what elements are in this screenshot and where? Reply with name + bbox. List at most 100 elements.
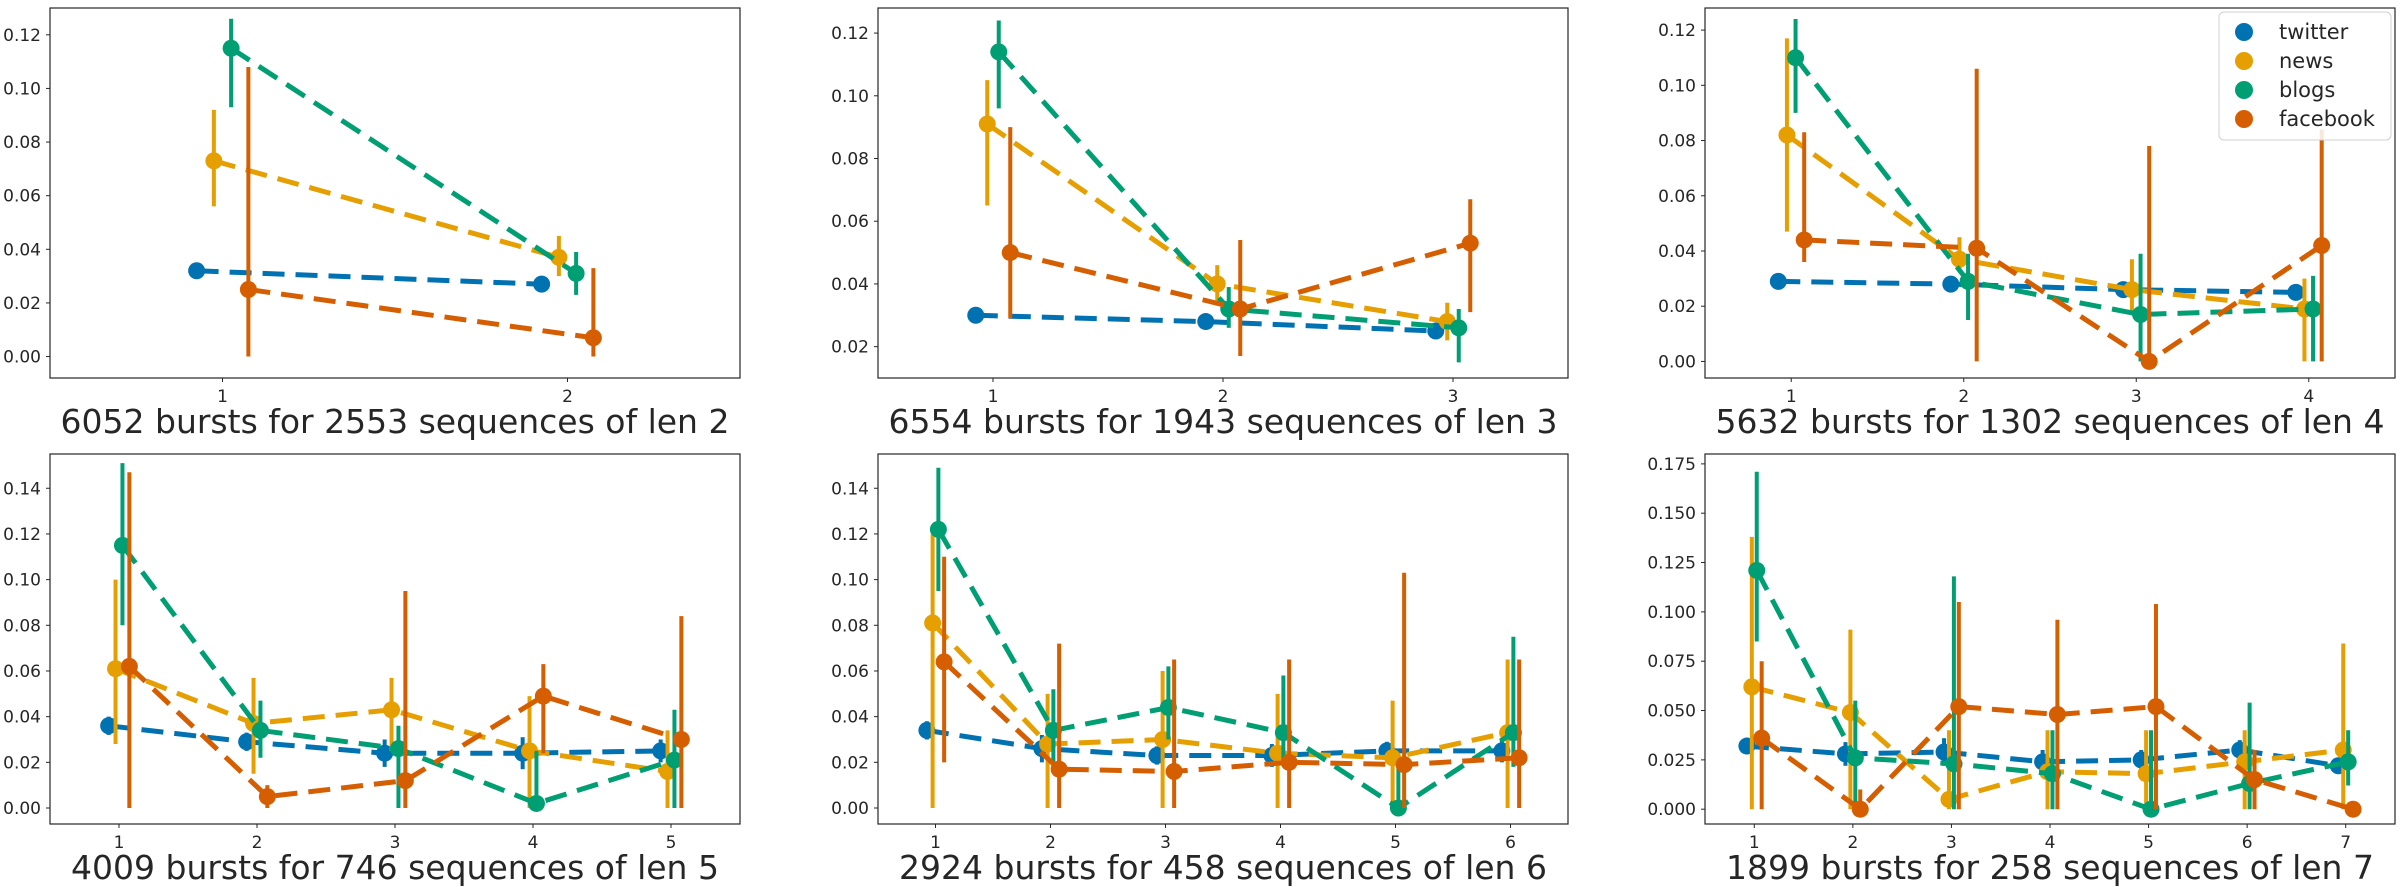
data-point <box>100 717 118 735</box>
x-tick-label: 5 <box>2143 833 2154 853</box>
data-point <box>1208 275 1226 293</box>
legend-box <box>2218 11 2392 141</box>
x-tick-label: 1 <box>1786 387 1797 407</box>
series-blogs <box>929 467 1522 817</box>
data-point <box>1280 753 1298 771</box>
y-tick-label: 0.150 <box>1647 504 1696 524</box>
y-tick-label: 0.10 <box>831 87 869 107</box>
series-line <box>213 158 560 260</box>
x-tick-label: 1 <box>930 833 941 853</box>
data-point <box>2147 698 2165 716</box>
x-tick-label: 2 <box>1958 387 1969 407</box>
data-point <box>2313 236 2331 254</box>
series-facebook <box>1753 602 2362 818</box>
x-tick-label: 2 <box>1847 833 1858 853</box>
y-tick-label: 0.100 <box>1647 603 1696 623</box>
data-point <box>1778 126 1796 144</box>
series-facebook <box>120 472 690 809</box>
series-news <box>205 109 568 277</box>
y-tick-label: 0.02 <box>3 753 41 773</box>
panel-title: 4009 bursts for 746 sequences of len 5 <box>71 848 719 887</box>
data-point <box>107 660 125 678</box>
y-tick-label: 0.02 <box>831 338 869 358</box>
y-tick-label: 0.04 <box>831 275 869 295</box>
x-tick-label: 3 <box>390 833 401 853</box>
data-point <box>1461 234 1479 252</box>
y-tick-label: 0.04 <box>3 240 41 260</box>
data-point <box>1787 49 1805 67</box>
data-point <box>533 275 551 293</box>
legend-marker-blogs <box>2235 81 2253 99</box>
y-tick-label: 0.00 <box>831 799 869 819</box>
series-blogs <box>113 463 683 812</box>
plot-area-1 <box>49 7 741 379</box>
data-point <box>222 39 240 57</box>
y-tick-label: 0.06 <box>831 662 869 682</box>
data-point <box>2287 283 2305 301</box>
x-tick-label: 1 <box>988 387 999 407</box>
x-tick-label: 4 <box>2303 387 2314 407</box>
series-blogs <box>222 18 585 295</box>
y-tick-label: 0.04 <box>1658 242 1696 262</box>
data-point <box>990 43 1008 61</box>
data-point <box>1197 313 1215 331</box>
data-point <box>1959 272 1977 290</box>
data-point <box>1231 300 1249 318</box>
data-point <box>1769 272 1787 290</box>
y-tick-label: 0.025 <box>1647 751 1696 771</box>
y-tick-label: 0.10 <box>831 571 869 591</box>
y-tick-label: 0.02 <box>831 753 869 773</box>
data-point <box>1395 756 1413 774</box>
data-point <box>1743 678 1761 696</box>
data-point <box>2344 800 2362 818</box>
panel-title: 1899 bursts for 258 sequences of len 7 <box>1726 848 2374 887</box>
y-tick-label: 0.04 <box>3 708 41 728</box>
series-line <box>127 664 683 800</box>
y-tick-label: 0.10 <box>1658 76 1696 96</box>
x-tick-label: 4 <box>1275 833 1286 853</box>
legend-label-news: news <box>2279 49 2333 73</box>
y-tick-label: 0.06 <box>3 187 41 207</box>
series-line <box>229 46 578 276</box>
y-tick-label: 0.00 <box>3 799 41 819</box>
y-tick-label: 0.12 <box>831 24 869 44</box>
y-tick-label: 0.14 <box>831 479 869 499</box>
x-tick-label: 4 <box>528 833 539 853</box>
data-point <box>967 306 985 324</box>
y-tick-label: 0.06 <box>1658 187 1696 207</box>
y-tick-label: 0.12 <box>1658 21 1696 41</box>
data-point <box>1001 244 1019 262</box>
data-point <box>120 657 138 675</box>
legend-label-facebook: facebook <box>2279 107 2376 131</box>
y-tick-label: 0.125 <box>1647 554 1696 574</box>
series-line <box>975 312 1436 334</box>
data-point <box>1450 319 1468 337</box>
data-point <box>238 733 256 751</box>
y-tick-label: 0.06 <box>831 212 869 232</box>
data-point <box>389 740 407 758</box>
y-tick-label: 0.02 <box>3 294 41 314</box>
y-tick-label: 0.08 <box>1658 132 1696 152</box>
data-point <box>113 536 131 554</box>
x-tick-label: 4 <box>2045 833 2056 853</box>
panel-6: 0.000 0.025 0.050 0.075 0.100 0.125 0.150 0.175… <box>1647 453 2396 887</box>
series-facebook <box>1001 127 1479 357</box>
series-line <box>1778 278 2296 295</box>
panel-5: 0.00 0.02 0.04 0.06 0.08 0.10 0.12 0.14 1 2 3 4 5 629… <box>831 453 1569 887</box>
series-twitter <box>967 306 1445 340</box>
x-tick-label: 6 <box>2242 833 2253 853</box>
data-point <box>665 751 683 769</box>
series-twitter <box>188 262 551 293</box>
legend-label-blogs: blogs <box>2279 78 2335 102</box>
panel-title: 5632 bursts for 1302 sequences of len 4 <box>1716 402 2385 441</box>
x-tick-label: 6 <box>1505 833 1516 853</box>
data-point <box>2132 305 2150 323</box>
panel-title: 6554 bursts for 1943 sequences of len 3 <box>889 402 1558 441</box>
data-point <box>188 262 206 280</box>
series-facebook <box>239 66 602 357</box>
y-tick-label: 0.08 <box>831 616 869 636</box>
data-point <box>1050 760 1068 778</box>
series-line <box>114 666 668 774</box>
y-tick-label: 0.050 <box>1647 702 1696 722</box>
x-tick-label: 2 <box>1218 387 1229 407</box>
